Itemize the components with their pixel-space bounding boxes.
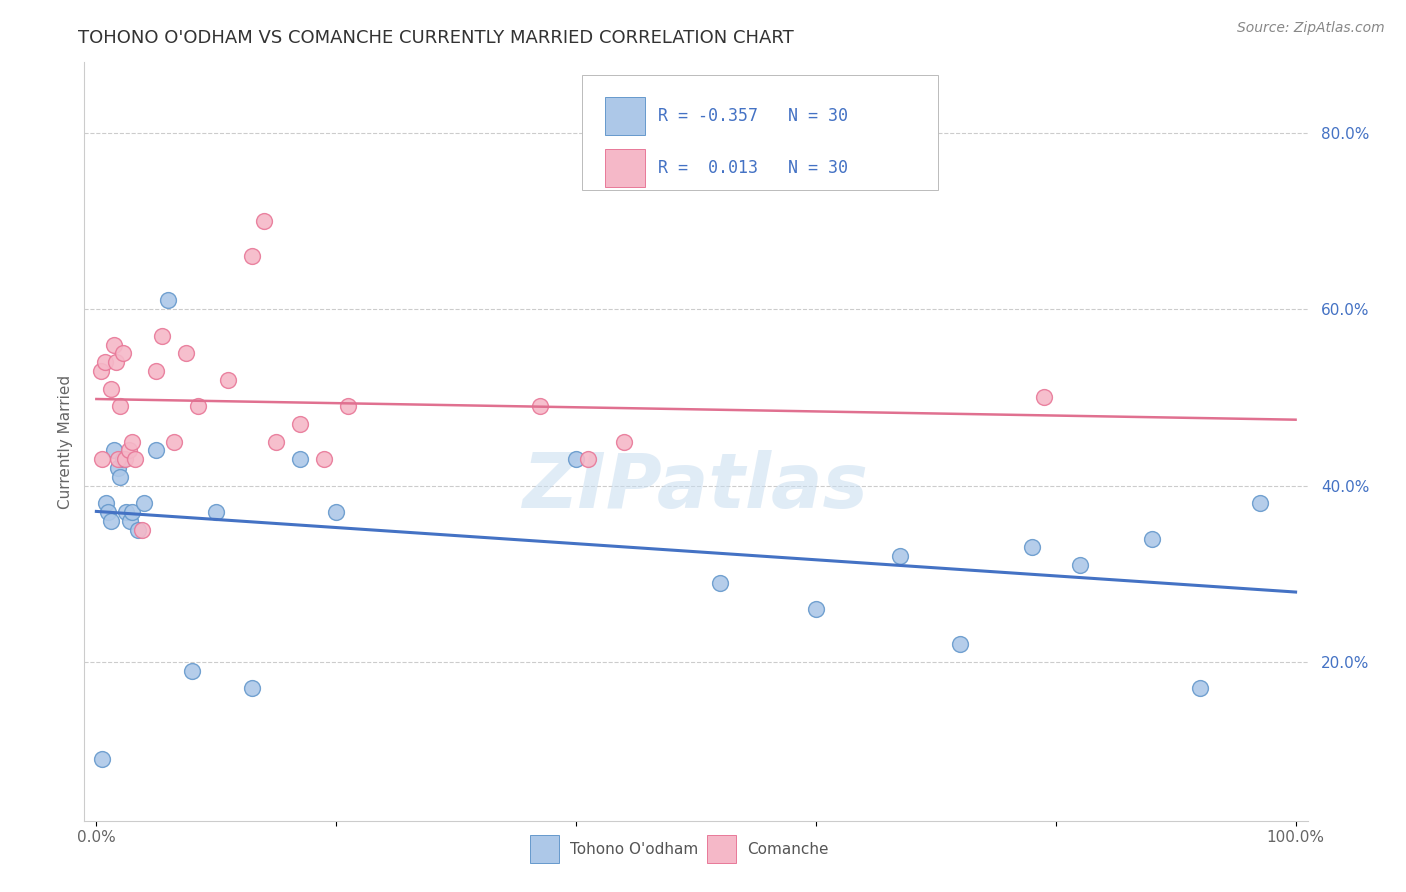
Point (91, 452, 114, 467)
FancyBboxPatch shape (582, 75, 938, 190)
Point (253, 214, 276, 228)
Point (1140, 532, 1163, 546)
Point (115, 505, 138, 519)
Point (889, 549, 911, 563)
Point (709, 575, 731, 590)
Point (145, 364, 167, 378)
Text: R =  0.013   N = 30: R = 0.013 N = 30 (658, 159, 848, 177)
Text: Comanche: Comanche (748, 841, 830, 856)
Point (107, 461, 129, 475)
Point (337, 399, 360, 413)
Point (111, 452, 134, 467)
Point (134, 496, 156, 510)
Point (576, 452, 599, 467)
Point (103, 337, 125, 351)
Point (804, 602, 827, 616)
Point (121, 505, 143, 519)
FancyBboxPatch shape (606, 97, 644, 136)
Point (107, 452, 129, 467)
Point (124, 452, 146, 467)
Point (90, 364, 112, 378)
Point (114, 452, 136, 467)
Point (131, 523, 153, 537)
Point (93, 355, 117, 369)
Point (118, 514, 141, 528)
Point (111, 346, 134, 360)
Point (1032, 391, 1054, 405)
Text: TOHONO O'ODHAM VS COMANCHE CURRENTLY MARRIED CORRELATION CHART: TOHONO O'ODHAM VS COMANCHE CURRENTLY MAR… (79, 29, 794, 47)
Point (565, 452, 588, 467)
Point (181, 664, 204, 678)
Text: ZIPatlas: ZIPatlas (523, 450, 869, 524)
Point (205, 505, 228, 519)
Point (529, 399, 551, 413)
Point (100, 382, 122, 396)
Point (91, 752, 114, 766)
FancyBboxPatch shape (707, 835, 737, 863)
Point (240, 681, 263, 696)
Point (290, 417, 312, 431)
Point (150, 328, 173, 343)
FancyBboxPatch shape (530, 835, 560, 863)
Point (240, 249, 263, 263)
Point (174, 346, 197, 360)
Point (94, 496, 117, 510)
Point (217, 373, 239, 387)
Point (264, 434, 287, 449)
Point (157, 293, 180, 308)
Point (163, 434, 186, 449)
Point (110, 399, 132, 413)
Point (949, 637, 972, 651)
Text: R = -0.357   N = 30: R = -0.357 N = 30 (658, 107, 848, 125)
Y-axis label: Currently Married: Currently Married (58, 375, 73, 508)
Text: Tohono O'odham: Tohono O'odham (569, 841, 699, 856)
Point (103, 443, 125, 458)
FancyBboxPatch shape (606, 149, 644, 186)
Point (1021, 541, 1043, 555)
Point (613, 434, 636, 449)
Point (121, 434, 143, 449)
Point (187, 399, 209, 413)
Point (314, 452, 336, 467)
Point (1249, 496, 1271, 510)
Point (325, 505, 347, 519)
Point (1069, 558, 1091, 572)
Point (104, 355, 127, 369)
Point (145, 443, 167, 458)
Point (127, 523, 149, 537)
Point (100, 514, 122, 528)
Point (97, 505, 120, 519)
Point (290, 452, 312, 467)
Point (118, 443, 141, 458)
Point (1188, 681, 1211, 696)
Point (110, 470, 132, 484)
Text: Source: ZipAtlas.com: Source: ZipAtlas.com (1237, 21, 1385, 35)
